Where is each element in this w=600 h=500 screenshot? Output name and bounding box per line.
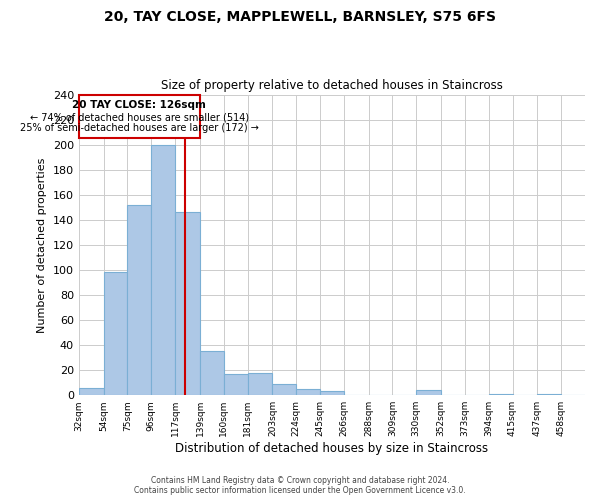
Text: 20, TAY CLOSE, MAPPLEWELL, BARNSLEY, S75 6FS: 20, TAY CLOSE, MAPPLEWELL, BARNSLEY, S75…: [104, 10, 496, 24]
FancyBboxPatch shape: [79, 94, 200, 138]
Bar: [248, 372, 272, 395]
Bar: [489, 394, 512, 395]
Bar: [104, 272, 127, 395]
Text: Contains HM Land Registry data © Crown copyright and database right 2024.
Contai: Contains HM Land Registry data © Crown c…: [134, 476, 466, 495]
Bar: [272, 384, 296, 395]
Bar: [127, 205, 151, 395]
Bar: [224, 374, 248, 395]
Title: Size of property relative to detached houses in Staincross: Size of property relative to detached ho…: [161, 79, 503, 92]
Bar: [296, 389, 320, 395]
Text: ← 74% of detached houses are smaller (514): ← 74% of detached houses are smaller (51…: [30, 112, 249, 122]
Bar: [175, 212, 200, 395]
Bar: [416, 390, 441, 395]
Text: 20 TAY CLOSE: 126sqm: 20 TAY CLOSE: 126sqm: [73, 100, 206, 110]
Text: 25% of semi-detached houses are larger (172) →: 25% of semi-detached houses are larger (…: [20, 124, 259, 134]
Bar: [151, 144, 175, 395]
Y-axis label: Number of detached properties: Number of detached properties: [37, 157, 47, 332]
Bar: [538, 394, 561, 395]
Bar: [79, 388, 104, 395]
X-axis label: Distribution of detached houses by size in Staincross: Distribution of detached houses by size …: [175, 442, 488, 455]
Bar: [320, 392, 344, 395]
Bar: [200, 352, 224, 395]
